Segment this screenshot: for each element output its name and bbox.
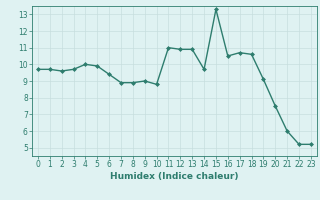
X-axis label: Humidex (Indice chaleur): Humidex (Indice chaleur): [110, 172, 239, 181]
